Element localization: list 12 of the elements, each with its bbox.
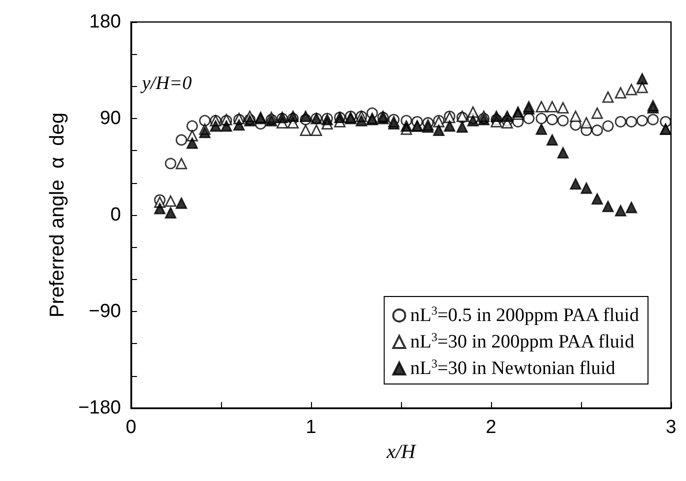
x-axis-title: x/H (386, 441, 417, 463)
x-tick-label: 2 (486, 417, 496, 438)
y-tick-label: 180 (89, 12, 121, 32)
annotation: y/H=0 (140, 73, 192, 94)
x-tick-label: 1 (306, 417, 316, 438)
y-axis-title: Preferred angle α deg (46, 112, 68, 318)
y-tick-label: −180 (78, 398, 121, 418)
y-tick-label: −90 (88, 301, 121, 322)
x-tick-label: 3 (666, 417, 676, 438)
x-tick-label: 0 (126, 417, 136, 438)
y-tick-label: 90 (100, 108, 121, 129)
y-tick-label: 0 (110, 204, 121, 226)
